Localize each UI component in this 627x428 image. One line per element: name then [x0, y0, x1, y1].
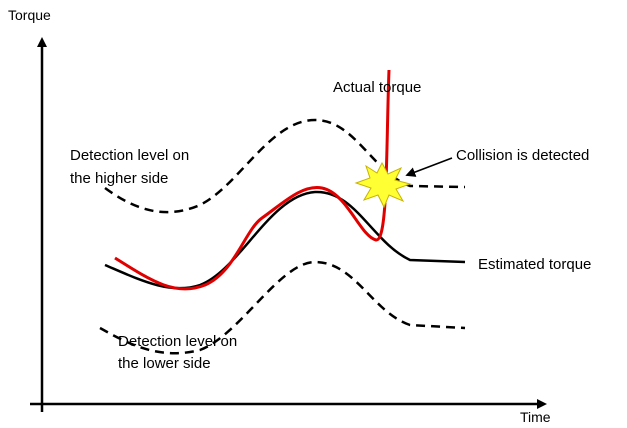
collision-label: Collision is detected	[456, 147, 589, 164]
lower-threshold	[99, 260, 466, 355]
actual-torque-curve	[114, 69, 391, 291]
x-axis-label: Time	[520, 409, 551, 425]
estimated-torque-curve	[104, 190, 466, 290]
collision-star	[354, 161, 412, 209]
lower-label: the lower side	[118, 355, 211, 372]
higher-label: the higher side	[70, 170, 168, 187]
estimated-label: Estimated torque	[478, 256, 591, 273]
y-axis-label: Torque	[8, 7, 51, 23]
lower-label: Detection level on	[118, 333, 237, 350]
higher-label: Detection level on	[70, 147, 189, 164]
upper-threshold	[104, 118, 466, 214]
collision-arrow	[405, 157, 453, 177]
actual-label: Actual torque	[333, 79, 421, 96]
